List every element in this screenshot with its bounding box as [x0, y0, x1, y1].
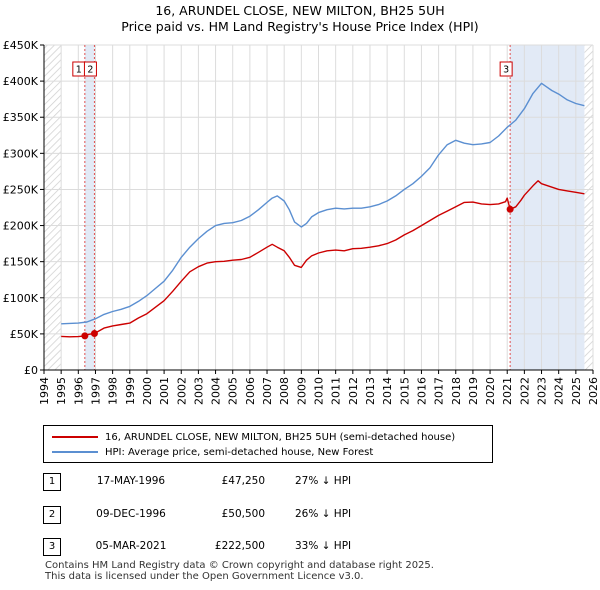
x-tick-label: 2018	[450, 377, 463, 405]
legend-swatch-property	[52, 436, 98, 438]
x-tick-label: 2017	[433, 377, 446, 405]
transaction-point	[81, 332, 89, 340]
shaded-region	[84, 45, 95, 370]
title-line-2: Price paid vs. HM Land Registry's House …	[121, 19, 479, 34]
row-number: 3	[43, 538, 61, 556]
x-tick-label: 2007	[261, 377, 274, 405]
y-tick-label: £0	[24, 364, 38, 377]
legend-label-property: 16, ARUNDEL CLOSE, NEW MILTON, BH25 5UH …	[105, 431, 456, 443]
title-line-1: 16, ARUNDEL CLOSE, NEW MILTON, BH25 5UH	[155, 3, 445, 18]
x-tick-label: 2010	[313, 377, 326, 405]
transaction-label: 3	[503, 65, 509, 76]
x-tick-label: 1994	[38, 377, 51, 405]
x-tick-label: 2009	[295, 377, 308, 405]
row-date: 17-MAY-1996	[96, 475, 166, 487]
footer-licence: This data is licensed under the Open Gov…	[45, 570, 364, 582]
shaded-region	[510, 45, 585, 370]
y-tick-label: £200K	[3, 220, 39, 233]
footer-copyright: Contains HM Land Registry data © Crown c…	[45, 560, 434, 571]
x-tick-label: 1997	[89, 377, 102, 405]
chart-title: 16, ARUNDEL CLOSE, NEW MILTON, BH25 5UH …	[0, 3, 600, 35]
legend-item-property: 16, ARUNDEL CLOSE, NEW MILTON, BH25 5UH …	[52, 430, 455, 444]
row-date: 05-MAR-2021	[95, 540, 167, 552]
y-tick-label: £150K	[3, 256, 39, 269]
x-tick-label: 2005	[227, 377, 240, 405]
transaction-point	[90, 330, 98, 338]
x-tick-label: 2025	[570, 377, 583, 405]
transaction-point	[506, 205, 514, 213]
row-price: £50,500	[221, 508, 265, 520]
y-tick-label: £50K	[10, 328, 39, 341]
series-line	[61, 180, 585, 338]
x-tick-label: 1998	[107, 377, 120, 405]
x-tick-label: 2014	[381, 377, 394, 405]
y-tick-label: £350K	[3, 111, 39, 124]
x-tick-label: 2008	[278, 377, 291, 405]
row-hpi-diff: 33% ↓ HPI	[295, 540, 352, 552]
y-tick-label: £400K	[3, 75, 39, 88]
x-tick-label: 2004	[210, 377, 223, 405]
x-tick-label: 2022	[518, 377, 531, 405]
x-tick-label: 2003	[192, 377, 205, 405]
x-tick-label: 2012	[347, 377, 360, 405]
x-tick-label: 2020	[484, 377, 497, 405]
table-row: 2 09-DEC-1996 £50,500 26% ↓ HPI	[43, 506, 583, 524]
x-tick-label: 2026	[587, 377, 600, 405]
row-hpi-diff: 26% ↓ HPI	[295, 508, 352, 520]
series-lines	[61, 82, 585, 338]
legend-item-hpi: HPI: Average price, semi-detached house,…	[52, 445, 373, 459]
x-tick-label: 2000	[141, 377, 154, 405]
y-tick-label: £300K	[3, 147, 39, 160]
x-tick-label: 1999	[124, 377, 137, 405]
row-number: 2	[43, 506, 61, 524]
transaction-label: 2	[87, 65, 93, 76]
table-row: 1 17-MAY-1996 £47,250 27% ↓ HPI	[43, 473, 583, 491]
row-number: 1	[43, 473, 61, 491]
legend-label-hpi: HPI: Average price, semi-detached house,…	[105, 446, 374, 458]
x-tick-label: 2024	[553, 377, 566, 405]
x-tick-label: 1996	[72, 377, 85, 405]
legend-swatch-hpi	[52, 451, 98, 453]
row-price: £47,250	[221, 475, 265, 487]
x-tick-label: 2011	[330, 377, 343, 405]
legend: 16, ARUNDEL CLOSE, NEW MILTON, BH25 5UH …	[43, 425, 493, 463]
x-tick-label: 2002	[175, 377, 188, 405]
x-tick-label: 2023	[536, 377, 549, 405]
transaction-label-box	[499, 61, 513, 77]
row-date: 09-DEC-1996	[96, 508, 166, 520]
transaction-label-box	[83, 61, 97, 77]
x-tick-label: 2006	[244, 377, 257, 405]
hatched-region	[44, 45, 62, 370]
table-row: 3 05-MAR-2021 £222,500 33% ↓ HPI	[43, 538, 583, 556]
x-tick-label: 2019	[467, 377, 480, 405]
row-price: £222,500	[214, 540, 265, 552]
x-tick-label: 2021	[501, 377, 514, 405]
x-tick-label: 2016	[415, 377, 428, 405]
y-tick-label: £100K	[3, 292, 39, 305]
x-tick-label: 2001	[158, 377, 171, 405]
x-tick-label: 2013	[364, 377, 377, 405]
transaction-label: 1	[76, 65, 82, 76]
x-tick-label: 1995	[55, 377, 68, 405]
hatched-region	[584, 45, 593, 370]
y-tick-label: £450K	[3, 39, 39, 52]
series-line	[61, 82, 585, 325]
footer: Contains HM Land Registry data © Crown c…	[45, 560, 434, 582]
axes: £0 £50K £100K £150K £200K £250K £300K £350K £400…	[3, 39, 600, 405]
y-tick-label: £250K	[3, 183, 39, 196]
x-tick-label: 2015	[398, 377, 411, 405]
row-hpi-diff: 27% ↓ HPI	[295, 475, 352, 487]
